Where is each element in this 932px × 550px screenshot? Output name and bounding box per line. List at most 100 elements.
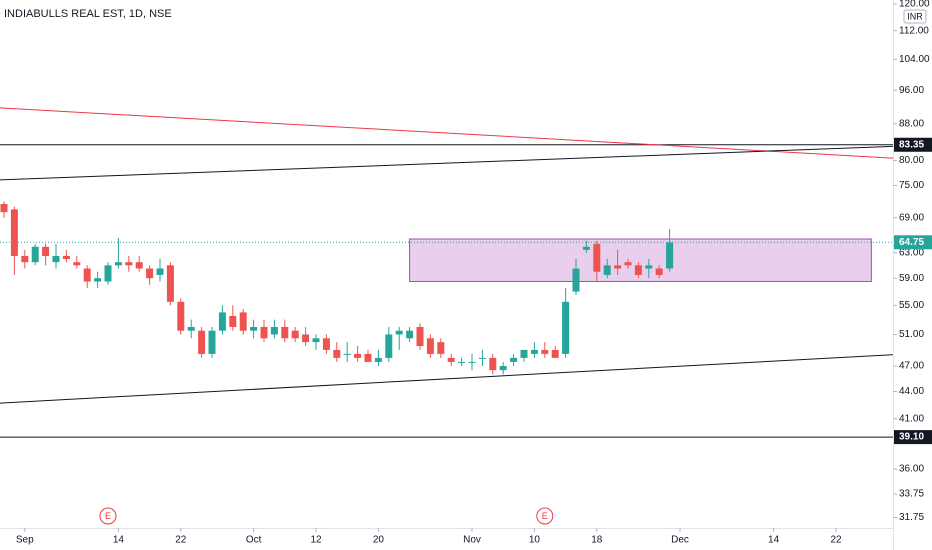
candle-body (395, 330, 403, 335)
candle-body (655, 268, 663, 275)
candle-body (218, 312, 226, 331)
zone (409, 238, 872, 282)
chart-title: INDIABULLS REAL EST, 1D, NSE (4, 8, 172, 20)
y-tick-label: 80.00 (899, 155, 924, 166)
x-tick-label: 22 (175, 535, 187, 546)
x-tick-label: Sep (16, 535, 34, 546)
x-tick-label: Oct (246, 535, 262, 546)
y-tick-label: 69.00 (899, 212, 924, 223)
candle-body (364, 353, 372, 362)
x-tick-label: Dec (671, 535, 689, 546)
trend-line (0, 145, 893, 181)
x-tick-label: 14 (768, 535, 780, 546)
candle-body (21, 255, 29, 263)
candle-body (208, 330, 216, 354)
candle-body (125, 262, 133, 266)
candle-body (302, 334, 310, 343)
plot-area (0, 107, 893, 438)
y-tick-label: 47.00 (899, 361, 924, 372)
candle-body (135, 262, 143, 269)
candle-body (416, 326, 424, 347)
candle-body (572, 268, 580, 292)
candle-body (62, 255, 70, 260)
candle-body (530, 349, 538, 354)
x-tick-label: 14 (113, 535, 125, 546)
currency-box (903, 9, 927, 24)
candle-body (73, 262, 81, 266)
y-tick-label: 59.00 (899, 273, 924, 284)
x-tick-label: 18 (591, 535, 603, 546)
candle-body (468, 361, 476, 363)
y-tick-label: 96.00 (899, 85, 924, 96)
candle-body (104, 265, 112, 282)
candle-body (198, 330, 206, 354)
candle-body (146, 268, 154, 279)
candle-body (52, 255, 60, 263)
y-tick-label: 51.00 (899, 329, 924, 340)
candle-body (343, 353, 351, 355)
price-label: 83.35 (899, 139, 924, 150)
candle-body (614, 265, 622, 269)
candle-body (10, 209, 18, 256)
last-price-box (894, 235, 932, 250)
candle-body (582, 246, 590, 250)
candle-body (478, 357, 486, 359)
candle-body (291, 330, 299, 339)
candle-body (499, 366, 507, 371)
y-tick-label: 75.00 (899, 180, 924, 191)
candle-body (239, 312, 247, 331)
y-tick-label: 31.75 (899, 512, 924, 523)
candle-body (426, 338, 434, 354)
candle-body (406, 330, 414, 339)
y-tick-label: 55.00 (899, 300, 924, 311)
y-tick-label: 104.00 (899, 54, 930, 65)
candle-body (260, 326, 268, 339)
candle-body (250, 326, 258, 331)
event-label: E (542, 511, 548, 521)
candle-body (94, 278, 102, 282)
candle-body (562, 301, 570, 354)
y-tick-label: 33.75 (899, 489, 924, 500)
candle-body (385, 334, 393, 358)
candle-body (281, 326, 289, 339)
x-tick-label: Nov (463, 535, 481, 546)
price-label-box (894, 430, 932, 445)
x-tick-label: 22 (830, 535, 842, 546)
last-price-label: 64.75 (899, 237, 924, 248)
candle-body (114, 262, 122, 266)
candle-body (634, 265, 642, 275)
candle-body (437, 342, 445, 354)
candle-body (541, 349, 549, 354)
y-tick-label: 88.00 (899, 118, 924, 129)
candle-body (270, 326, 278, 335)
candle-body (374, 357, 382, 362)
candle-body (322, 338, 330, 350)
candle-body (447, 357, 455, 362)
trend-line (0, 354, 893, 404)
candle-body (187, 326, 195, 331)
candle-body (156, 268, 164, 275)
candle-body (0, 203, 8, 213)
candle-body (354, 353, 362, 358)
y-tick-label: 36.00 (899, 464, 924, 475)
y-tick-label: 63.00 (899, 248, 924, 259)
event-label: E (105, 511, 111, 521)
candle-body (551, 349, 559, 358)
y-tick-label: 112.00 (899, 25, 929, 36)
candle-body (520, 349, 528, 358)
candle-body (603, 265, 611, 275)
candle-body (177, 301, 185, 331)
x-tick-label: 10 (529, 535, 541, 546)
y-tick-label: 120.00 (899, 0, 930, 10)
y-tick-label: 44.00 (899, 386, 924, 397)
candle-body (312, 338, 320, 343)
x-tick-label: 12 (310, 535, 322, 546)
price-label: 39.10 (899, 432, 924, 443)
candle-body (645, 265, 653, 269)
candle-body (593, 243, 601, 272)
price-label-box (894, 137, 932, 152)
trend-line (0, 107, 893, 159)
candle-body (166, 265, 174, 302)
candle-body (489, 357, 497, 371)
